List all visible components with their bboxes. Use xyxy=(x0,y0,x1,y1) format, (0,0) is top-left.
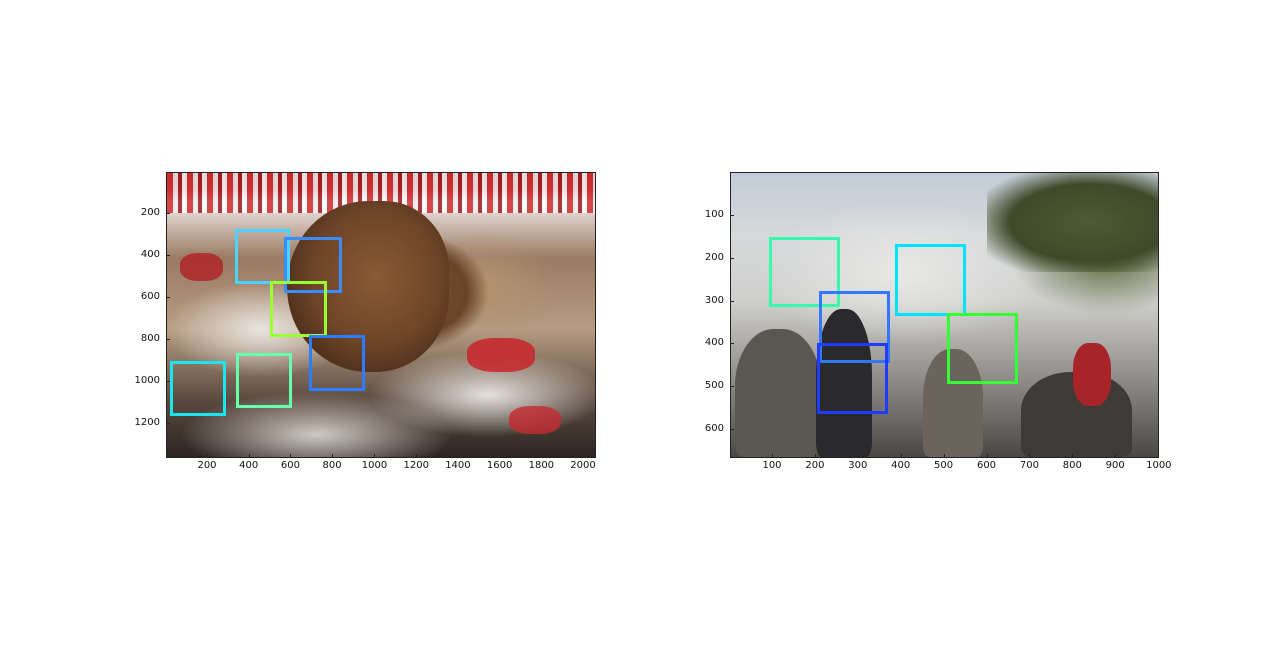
left-figure-panel: 200 400 600 800 1000 1200 1400 1600 1800 2000 200 4… xyxy=(134,172,596,471)
y-tick-mark xyxy=(166,423,170,424)
y-tick-mark xyxy=(730,386,734,388)
y-tick-mark xyxy=(166,381,170,382)
y-tick-label: 400 xyxy=(140,249,160,260)
x-tick-mark xyxy=(373,454,375,458)
y-tick-label: 600 xyxy=(140,291,160,302)
x-tick-mark xyxy=(986,454,988,458)
x-tick-mark xyxy=(415,454,417,458)
bull-figure xyxy=(286,201,450,372)
detection-box xyxy=(895,244,966,316)
detection-box xyxy=(170,361,226,416)
x-tick-label: 800 xyxy=(322,460,342,471)
x-tick-mark xyxy=(582,454,584,458)
y-tick-mark xyxy=(730,429,734,430)
x-tick-label: 400 xyxy=(239,460,259,471)
person-figure xyxy=(923,349,983,457)
x-tick-label: 2000 xyxy=(570,460,596,471)
detection-box xyxy=(817,343,888,414)
y-tick-label: 800 xyxy=(140,333,160,344)
x-tick-label: 300 xyxy=(848,460,868,471)
x-tick-label: 1000 xyxy=(361,460,388,471)
x-tick-mark xyxy=(332,454,334,458)
detection-box xyxy=(236,353,292,408)
red-jacket-figure xyxy=(1072,343,1112,406)
x-tick-label: 200 xyxy=(805,460,825,471)
y-tick-mark xyxy=(166,213,170,214)
x-tick-label: 1800 xyxy=(528,460,555,471)
x-tick-mark xyxy=(857,454,859,458)
x-tick-mark xyxy=(290,454,292,458)
y-tick-mark xyxy=(166,339,170,340)
y-tick-label: 200 xyxy=(140,207,160,218)
detection-box xyxy=(309,335,365,391)
person-figure xyxy=(735,329,821,457)
y-tick-mark xyxy=(166,255,170,256)
x-tick-mark xyxy=(1029,454,1031,458)
y-tick-label: 100 xyxy=(704,209,724,220)
x-tick-mark xyxy=(943,454,945,458)
x-tick-label: 900 xyxy=(1105,460,1125,471)
crowd-bull-photo xyxy=(166,172,596,458)
y-tick-label: 500 xyxy=(704,380,724,392)
y-tick-mark xyxy=(730,215,734,216)
y-tick-label: 600 xyxy=(704,423,724,434)
x-tick-mark xyxy=(900,454,902,458)
y-tick-mark xyxy=(730,343,734,345)
x-tick-label: 1000 xyxy=(1146,460,1172,471)
y-tick-mark xyxy=(166,297,170,298)
detection-box xyxy=(819,291,890,363)
trees-background xyxy=(987,173,1158,273)
x-tick-mark xyxy=(772,454,773,458)
detection-box xyxy=(235,229,290,284)
x-tick-mark xyxy=(814,454,816,458)
y-tick-mark xyxy=(730,300,734,302)
y-tick-label: 200 xyxy=(704,251,724,263)
x-tick-label: 1600 xyxy=(486,460,513,471)
detection-box xyxy=(270,281,327,337)
y-tick-label: 300 xyxy=(704,294,724,306)
detection-box xyxy=(284,237,342,293)
red-garment xyxy=(466,337,536,372)
detection-box xyxy=(947,313,1018,384)
x-tick-mark xyxy=(457,454,459,458)
x-tick-mark xyxy=(1158,454,1160,458)
x-tick-label: 1200 xyxy=(403,460,429,471)
x-tick-mark xyxy=(498,454,500,458)
x-tick-mark xyxy=(207,454,208,458)
red-garment xyxy=(179,252,223,281)
y-tick-mark xyxy=(730,257,734,259)
person-figure xyxy=(816,309,872,457)
x-tick-label: 700 xyxy=(1019,460,1039,471)
x-tick-mark xyxy=(540,454,542,458)
x-tick-label: 1400 xyxy=(445,460,471,471)
detection-box xyxy=(769,237,840,307)
y-tick-label: 1200 xyxy=(134,417,160,428)
x-tick-label: 800 xyxy=(1062,460,1082,471)
x-tick-mark xyxy=(1072,454,1074,458)
x-tick-mark xyxy=(1115,454,1117,458)
x-tick-label: 600 xyxy=(280,460,300,471)
x-tick-label: 600 xyxy=(976,460,997,471)
y-tick-label: 400 xyxy=(704,337,724,349)
x-tick-mark xyxy=(248,454,250,458)
x-tick-label: 500 xyxy=(934,460,954,471)
y-tick-label: 1000 xyxy=(134,375,160,386)
x-tick-label: 100 xyxy=(762,460,782,471)
red-garment xyxy=(509,405,561,435)
x-tick-label: 200 xyxy=(197,460,217,471)
x-tick-label: 400 xyxy=(891,460,911,471)
